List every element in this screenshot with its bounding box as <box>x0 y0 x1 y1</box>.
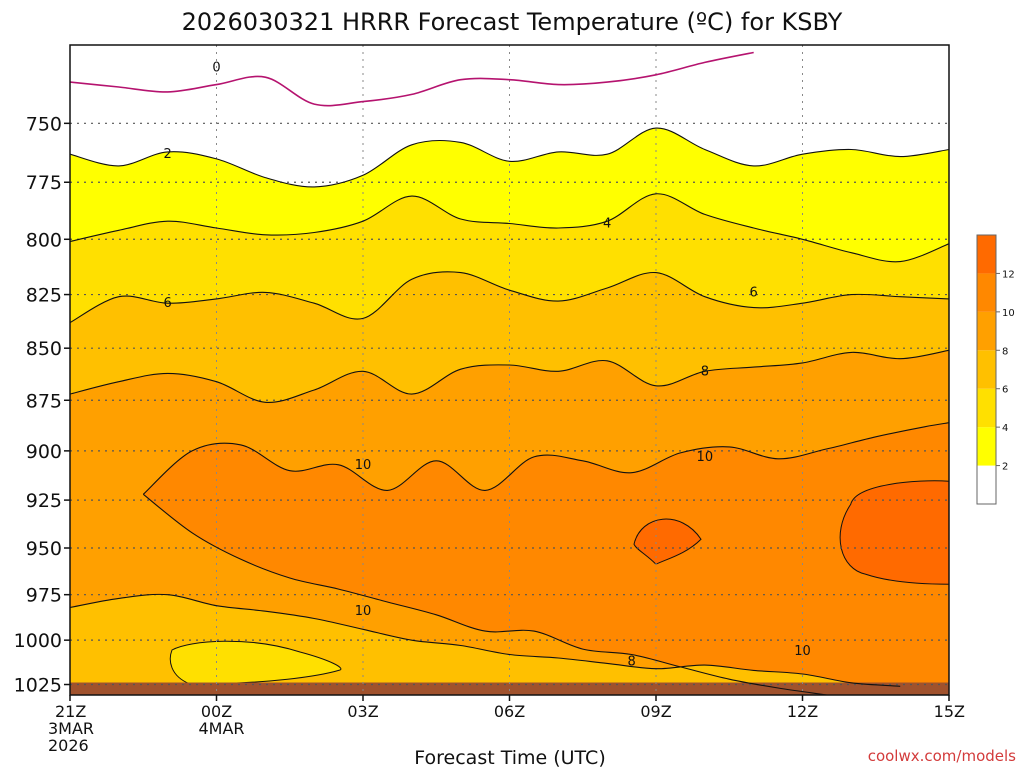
chart-title: 2026030321 HRRR Forecast Temperature (ºC… <box>182 8 843 36</box>
ground <box>70 682 949 695</box>
contour-labels: 0 2 4 6 6 8 10 10 10 8 10 <box>164 60 811 670</box>
region-above-12-a <box>633 518 702 565</box>
contour-10-5 <box>142 422 949 495</box>
contour-label: 8 <box>627 655 635 670</box>
y-tick-label: 750 <box>26 113 62 135</box>
contour-label: 10 <box>697 450 714 465</box>
contour-4-2 <box>70 193 949 263</box>
y-tick-label: 1000 <box>14 630 62 652</box>
colorbar-frame <box>976 234 997 505</box>
contour-2-1 <box>70 127 949 188</box>
x-tick-label: 09Z <box>640 702 671 721</box>
contour-label: 4 <box>603 216 611 231</box>
x-tick-label: 03Z <box>347 702 378 721</box>
contour-label: 6 <box>164 296 172 311</box>
contour-6-3 <box>70 271 949 324</box>
surface-ground-layer <box>70 682 949 695</box>
colorbar-swatch <box>977 350 996 389</box>
colorbar-tick-label: 10 <box>1002 308 1015 319</box>
colorbar-tick-label: 2 <box>1002 462 1008 473</box>
x-tick-label: 15Z <box>934 702 965 721</box>
contour-label: 10 <box>794 644 811 659</box>
y-tick-label: 775 <box>26 172 62 194</box>
y-axis: 750 775 800 825 850 875 900 925 950 975 1000 1025 <box>14 113 70 697</box>
x-tick-sublabel: 3MAR <box>48 719 94 738</box>
temperature-fill-layer <box>70 45 949 695</box>
colorbar-swatch <box>977 311 996 351</box>
contour-lines <box>70 51 949 695</box>
region-above-12-b <box>839 480 949 585</box>
colorbar-swatch <box>977 465 996 504</box>
y-tick-label: 925 <box>26 490 62 512</box>
x-axis-label: Forecast Time (UTC) <box>414 747 605 768</box>
colorbar-tick-label: 6 <box>1002 385 1008 396</box>
colorbar-swatch <box>977 388 996 428</box>
colorbar-tick-label: 8 <box>1002 346 1008 357</box>
colorbar-tick-label: 12 <box>1002 269 1015 280</box>
colorbar: 2 4 6 8 10 12 <box>976 234 1015 505</box>
x-tick-label: 00Z <box>201 702 232 721</box>
x-tick-label: 21Z <box>55 702 86 721</box>
y-tick-label: 900 <box>26 441 62 463</box>
colorbar-swatch <box>977 273 996 312</box>
contour-8-7 <box>70 593 901 687</box>
x-tick-label: 06Z <box>494 702 525 721</box>
contour-label: 10 <box>355 604 372 619</box>
colorbar-swatch <box>977 235 996 274</box>
y-tick-label: 850 <box>26 338 62 360</box>
contour-label: 2 <box>164 147 172 162</box>
contour-label: 6 <box>750 285 758 300</box>
colorbar-swatch <box>977 427 996 466</box>
pocket-4-6 <box>169 640 342 685</box>
y-tick-label: 800 <box>26 229 62 251</box>
contour-10-6 <box>142 493 827 695</box>
contour-label: 0 <box>212 60 220 75</box>
contour-8-4 <box>70 349 949 403</box>
x-tick-label: 12Z <box>787 702 818 721</box>
y-tick-label: 975 <box>26 585 62 607</box>
contour-label: 10 <box>355 458 372 473</box>
watermark[interactable]: coolwx.com/models <box>868 747 1016 765</box>
y-tick-label: 875 <box>26 390 62 412</box>
colorbar-tick-label: 4 <box>1002 423 1008 434</box>
x-tick-sublabel: 2026 <box>48 736 89 755</box>
y-tick-label: 1025 <box>14 675 62 697</box>
contour-label: 8 <box>701 364 709 379</box>
x-tick-sublabel: 4MAR <box>199 719 245 738</box>
contour-0-0 <box>70 51 754 107</box>
y-tick-label: 950 <box>26 538 62 560</box>
y-tick-label: 825 <box>26 285 62 307</box>
band-10-12 <box>143 422 949 695</box>
